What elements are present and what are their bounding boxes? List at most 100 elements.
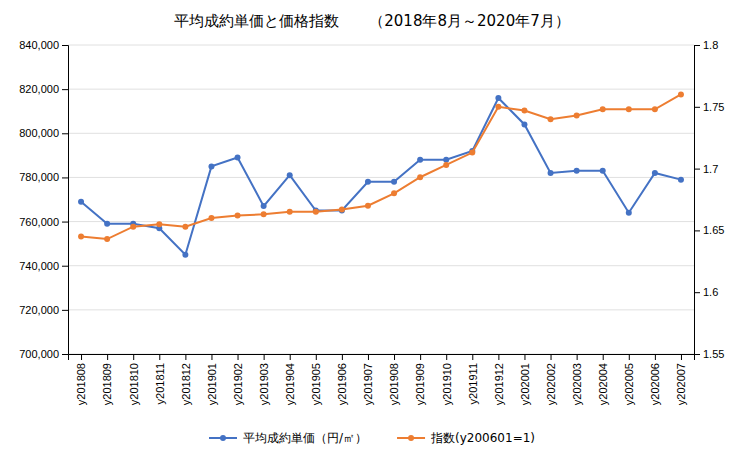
tick: 1.75 <box>694 101 724 113</box>
tick-mark <box>62 310 68 311</box>
marker <box>391 179 397 185</box>
tick: 700,000 <box>19 348 68 360</box>
tick-label: y201810 <box>128 363 140 405</box>
tick-label: y201909 <box>414 363 426 405</box>
title: 平均成約単価と価格指数 （2018年8月～2020年7月） <box>174 12 569 30</box>
tick-label: y201905 <box>310 363 322 405</box>
tick-label: y201902 <box>232 363 244 405</box>
tick-mark <box>694 230 700 231</box>
marks <box>78 91 684 257</box>
marker <box>417 157 423 163</box>
tick-label: 1.55 <box>703 348 724 360</box>
line <box>81 94 681 239</box>
marker <box>521 108 527 114</box>
marker <box>652 170 658 176</box>
tick-mark <box>394 354 395 360</box>
tick: y201901 <box>206 354 218 405</box>
tick: 780,000 <box>19 171 68 183</box>
tick-label: y201812 <box>180 363 192 405</box>
tick-label: y202002 <box>545 363 557 405</box>
tick-mark <box>62 89 68 90</box>
marker <box>313 209 319 215</box>
marker <box>495 95 501 101</box>
tick: 740,000 <box>19 260 68 272</box>
grid-line <box>68 221 694 222</box>
tick: y201902 <box>232 354 244 405</box>
tick-mark <box>603 354 604 360</box>
tick-label: 840,000 <box>19 39 59 51</box>
tick: 1.65 <box>694 224 724 236</box>
tick-mark <box>62 222 68 223</box>
tick-mark <box>694 107 700 108</box>
chart: 700,000 720,000 740,000 760,000 780,000 800,0… <box>0 0 744 454</box>
marker <box>678 177 684 183</box>
legend: 平均成約単価（円/㎡）指数(y200601=1) <box>209 431 535 445</box>
tick-label: 780,000 <box>19 171 59 183</box>
tick-mark <box>159 354 160 360</box>
tick: y201811 <box>154 354 166 404</box>
tick: y201906 <box>336 354 348 405</box>
marker <box>443 157 449 163</box>
tick-label: y201811 <box>154 363 166 404</box>
tick-label: y201904 <box>284 363 296 405</box>
marker <box>78 234 84 240</box>
legend-label: 指数(y200601=1) <box>430 431 535 445</box>
tick: 1.7 <box>694 163 718 175</box>
axis-line <box>69 355 695 361</box>
tick: 760,000 <box>19 216 68 228</box>
tick-label: 740,000 <box>19 260 59 272</box>
tick-label: y202005 <box>623 363 635 405</box>
marker <box>521 121 527 127</box>
tick-label: 1.8 <box>703 39 718 51</box>
marker <box>548 170 554 176</box>
tick-mark <box>290 354 291 360</box>
grid-line <box>68 265 694 266</box>
tick: y201810 <box>128 354 140 405</box>
tick: 1.55 <box>694 348 724 360</box>
tick-mark <box>498 354 499 360</box>
tick-label: 720,000 <box>19 304 59 316</box>
tick-label: y201809 <box>101 363 113 405</box>
tick-mark <box>342 354 343 360</box>
marker <box>417 174 423 180</box>
tick-label: 1.7 <box>703 163 718 175</box>
tick: 1.8 <box>694 39 718 51</box>
tick: y201903 <box>258 354 270 405</box>
tick: y201912 <box>493 354 505 405</box>
tick-mark <box>62 45 68 46</box>
tick-label: 1.65 <box>703 224 724 236</box>
tick-label: y201908 <box>388 363 400 405</box>
marker <box>469 150 475 156</box>
marker <box>600 168 606 174</box>
tick-label: y201901 <box>206 363 218 405</box>
tick-mark <box>238 354 239 360</box>
marker <box>130 224 136 230</box>
marker <box>182 252 188 258</box>
grid <box>68 45 694 354</box>
tick-label: y202001 <box>519 363 531 405</box>
marker <box>104 221 110 227</box>
tick: y202007 <box>675 354 687 405</box>
tick-label: 820,000 <box>19 83 59 95</box>
tick-label: y201911 <box>467 363 479 404</box>
grid-line <box>68 89 694 90</box>
plot-area: 700,000 720,000 740,000 760,000 780,000 800,0… <box>19 39 724 405</box>
tick: 800,000 <box>19 127 68 139</box>
tick-label: y202004 <box>597 363 609 405</box>
tick-mark <box>81 354 82 360</box>
marker <box>104 236 110 242</box>
tick-mark <box>694 292 700 293</box>
axis-line <box>695 46 701 355</box>
tick-label: 760,000 <box>19 216 59 228</box>
tick-label: y201907 <box>362 363 374 405</box>
grid-line <box>68 45 694 46</box>
marker <box>574 168 580 174</box>
tick-mark <box>577 354 578 360</box>
marker <box>495 104 501 110</box>
tick-mark <box>211 354 212 360</box>
marker <box>208 215 214 221</box>
tick-mark <box>133 354 134 360</box>
grid-line <box>68 177 694 178</box>
legend-swatch-marker <box>220 435 226 441</box>
marker <box>156 221 162 227</box>
